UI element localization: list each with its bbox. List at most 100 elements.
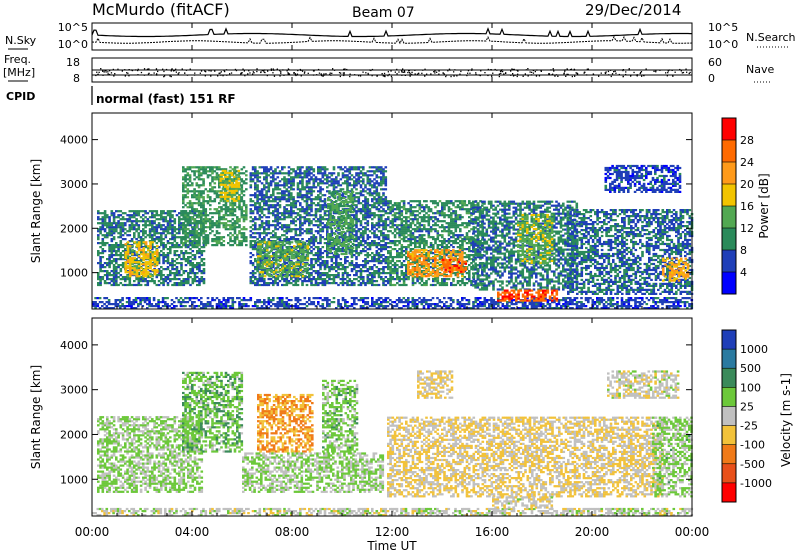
data-cell <box>193 188 196 191</box>
data-cell <box>245 188 248 191</box>
data-cell <box>308 174 311 177</box>
data-cell <box>220 176 223 179</box>
data-cell <box>296 305 300 308</box>
data-cell <box>254 226 257 229</box>
data-cell <box>310 214 313 217</box>
data-cell <box>240 236 244 239</box>
data-cell <box>305 276 309 279</box>
data-cell <box>160 232 163 235</box>
data-cell <box>191 226 194 229</box>
data-cell <box>135 265 139 268</box>
freq-dot <box>587 68 589 70</box>
data-region <box>92 297 694 310</box>
data-cell <box>274 208 277 211</box>
data-cell <box>112 276 116 279</box>
freq-dot <box>416 73 419 75</box>
data-cell <box>200 178 203 181</box>
data-cell <box>272 262 275 265</box>
data-cell <box>276 198 280 201</box>
freq-dot <box>131 69 134 72</box>
data-cell <box>287 170 291 173</box>
data-cell <box>112 212 116 215</box>
data-cell <box>215 220 219 223</box>
data-cell <box>319 190 322 193</box>
data-cell <box>278 240 282 243</box>
data-cell <box>121 278 125 281</box>
data-cell <box>99 262 102 265</box>
data-cell <box>117 248 120 251</box>
freq-dot <box>267 70 269 72</box>
data-cell <box>319 214 322 217</box>
data-cell <box>157 226 161 229</box>
data-cell <box>467 299 471 302</box>
data-cell <box>330 246 334 249</box>
data-cell <box>337 184 340 187</box>
freq-dot <box>156 73 158 75</box>
data-cell <box>251 194 255 197</box>
data-cell <box>353 299 356 302</box>
data-cell <box>171 272 174 275</box>
data-cell <box>278 196 282 199</box>
data-cell <box>187 212 190 215</box>
data-cell <box>310 268 313 271</box>
data-cell <box>332 178 336 181</box>
data-cell <box>258 218 262 221</box>
data-cell <box>193 307 196 310</box>
data-cell <box>202 250 206 253</box>
data-cell <box>272 283 275 287</box>
data-cell <box>193 274 197 277</box>
data-cell <box>195 196 199 199</box>
data-cell <box>206 242 210 245</box>
data-cell <box>221 179 225 182</box>
data-cell <box>332 274 336 277</box>
data-cell <box>238 232 241 235</box>
data-cell <box>359 297 363 300</box>
data-cell <box>147 253 150 256</box>
data-cell <box>332 276 336 279</box>
data-cell <box>269 182 273 185</box>
data-cell <box>287 178 291 181</box>
freq-dot <box>610 75 612 78</box>
data-cell <box>195 224 199 227</box>
data-cell <box>319 220 322 223</box>
data-cell <box>328 276 331 279</box>
freq-dot <box>371 75 373 77</box>
data-cell <box>197 176 201 179</box>
data-cell <box>103 222 107 225</box>
data-cell <box>121 266 125 269</box>
data-cell <box>99 260 102 263</box>
data-cell <box>153 257 157 260</box>
data-cell <box>524 307 527 310</box>
data-cell <box>416 303 419 306</box>
data-cell <box>481 303 484 306</box>
data-cell <box>229 182 232 185</box>
data-cell <box>681 297 685 300</box>
data-cell <box>206 194 210 197</box>
data-cell <box>178 236 181 239</box>
data-cell <box>258 307 262 310</box>
data-cell <box>301 216 304 219</box>
data-cell <box>157 262 161 265</box>
data-cell <box>548 305 552 308</box>
data-cell <box>296 192 300 195</box>
data-cell <box>296 182 300 185</box>
data-cell <box>566 297 570 300</box>
data-cell <box>276 307 280 310</box>
data-cell <box>131 263 134 266</box>
data-cell <box>101 301 104 304</box>
data-cell <box>346 276 349 279</box>
data-cell <box>110 212 114 215</box>
data-cell <box>135 253 139 256</box>
data-cell <box>211 180 214 183</box>
data-cell <box>148 256 152 259</box>
data-cell <box>144 212 147 215</box>
data-cell <box>130 222 134 225</box>
data-cell <box>323 198 327 201</box>
data-cell <box>171 226 174 229</box>
data-cell <box>224 188 228 191</box>
data-cell <box>350 303 354 306</box>
data-cell <box>323 210 327 213</box>
data-cell <box>173 307 176 310</box>
data-cell <box>179 301 183 304</box>
data-cell <box>200 301 203 304</box>
